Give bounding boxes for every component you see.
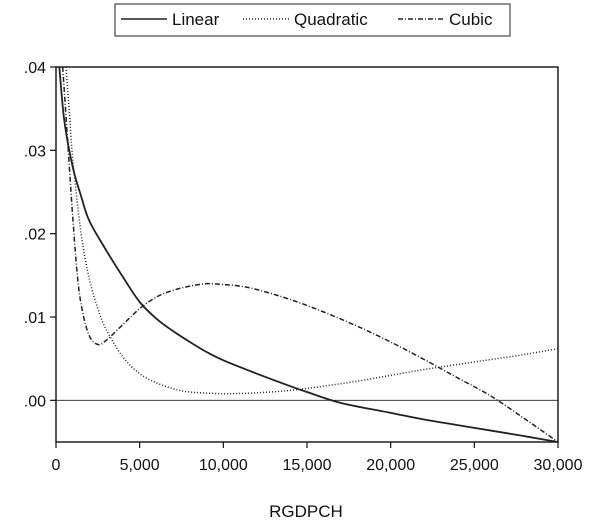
y-axis-ticks: .00 .01 .02 .03 .04 [24,60,56,410]
x-tick-label: 15,000 [283,457,332,474]
x-tick-label: 30,000 [534,457,583,474]
x-tick-label: 10,000 [199,457,248,474]
legend-label-linear: Linear [172,10,220,29]
x-tick-label: 25,000 [450,457,499,474]
legend-box [114,3,511,37]
x-tick-label: 5,000 [120,457,160,474]
x-axis-ticks: 0 5,000 10,000 15,000 20,000 25,000 30,000 [52,442,583,474]
legend-label-quadratic: Quadratic [294,10,368,29]
legend: Linear Quadratic Cubic [114,3,511,37]
y-tick-label: .02 [24,227,46,244]
series-layer [58,67,558,442]
x-tick-label: 0 [52,457,61,474]
x-tick-label: 20,000 [366,457,415,474]
plot-frame [55,66,559,443]
y-tick-label: .04 [24,60,46,77]
y-tick-label: .00 [24,393,46,410]
series-line-cubic [61,67,558,442]
y-tick-label: .03 [24,143,46,160]
series-line-quadratic [65,67,558,395]
y-tick-label: .01 [24,310,46,327]
legend-label-cubic: Cubic [449,10,493,29]
x-axis-title: RGDPCH [269,502,343,521]
series-line-linear [58,67,558,442]
